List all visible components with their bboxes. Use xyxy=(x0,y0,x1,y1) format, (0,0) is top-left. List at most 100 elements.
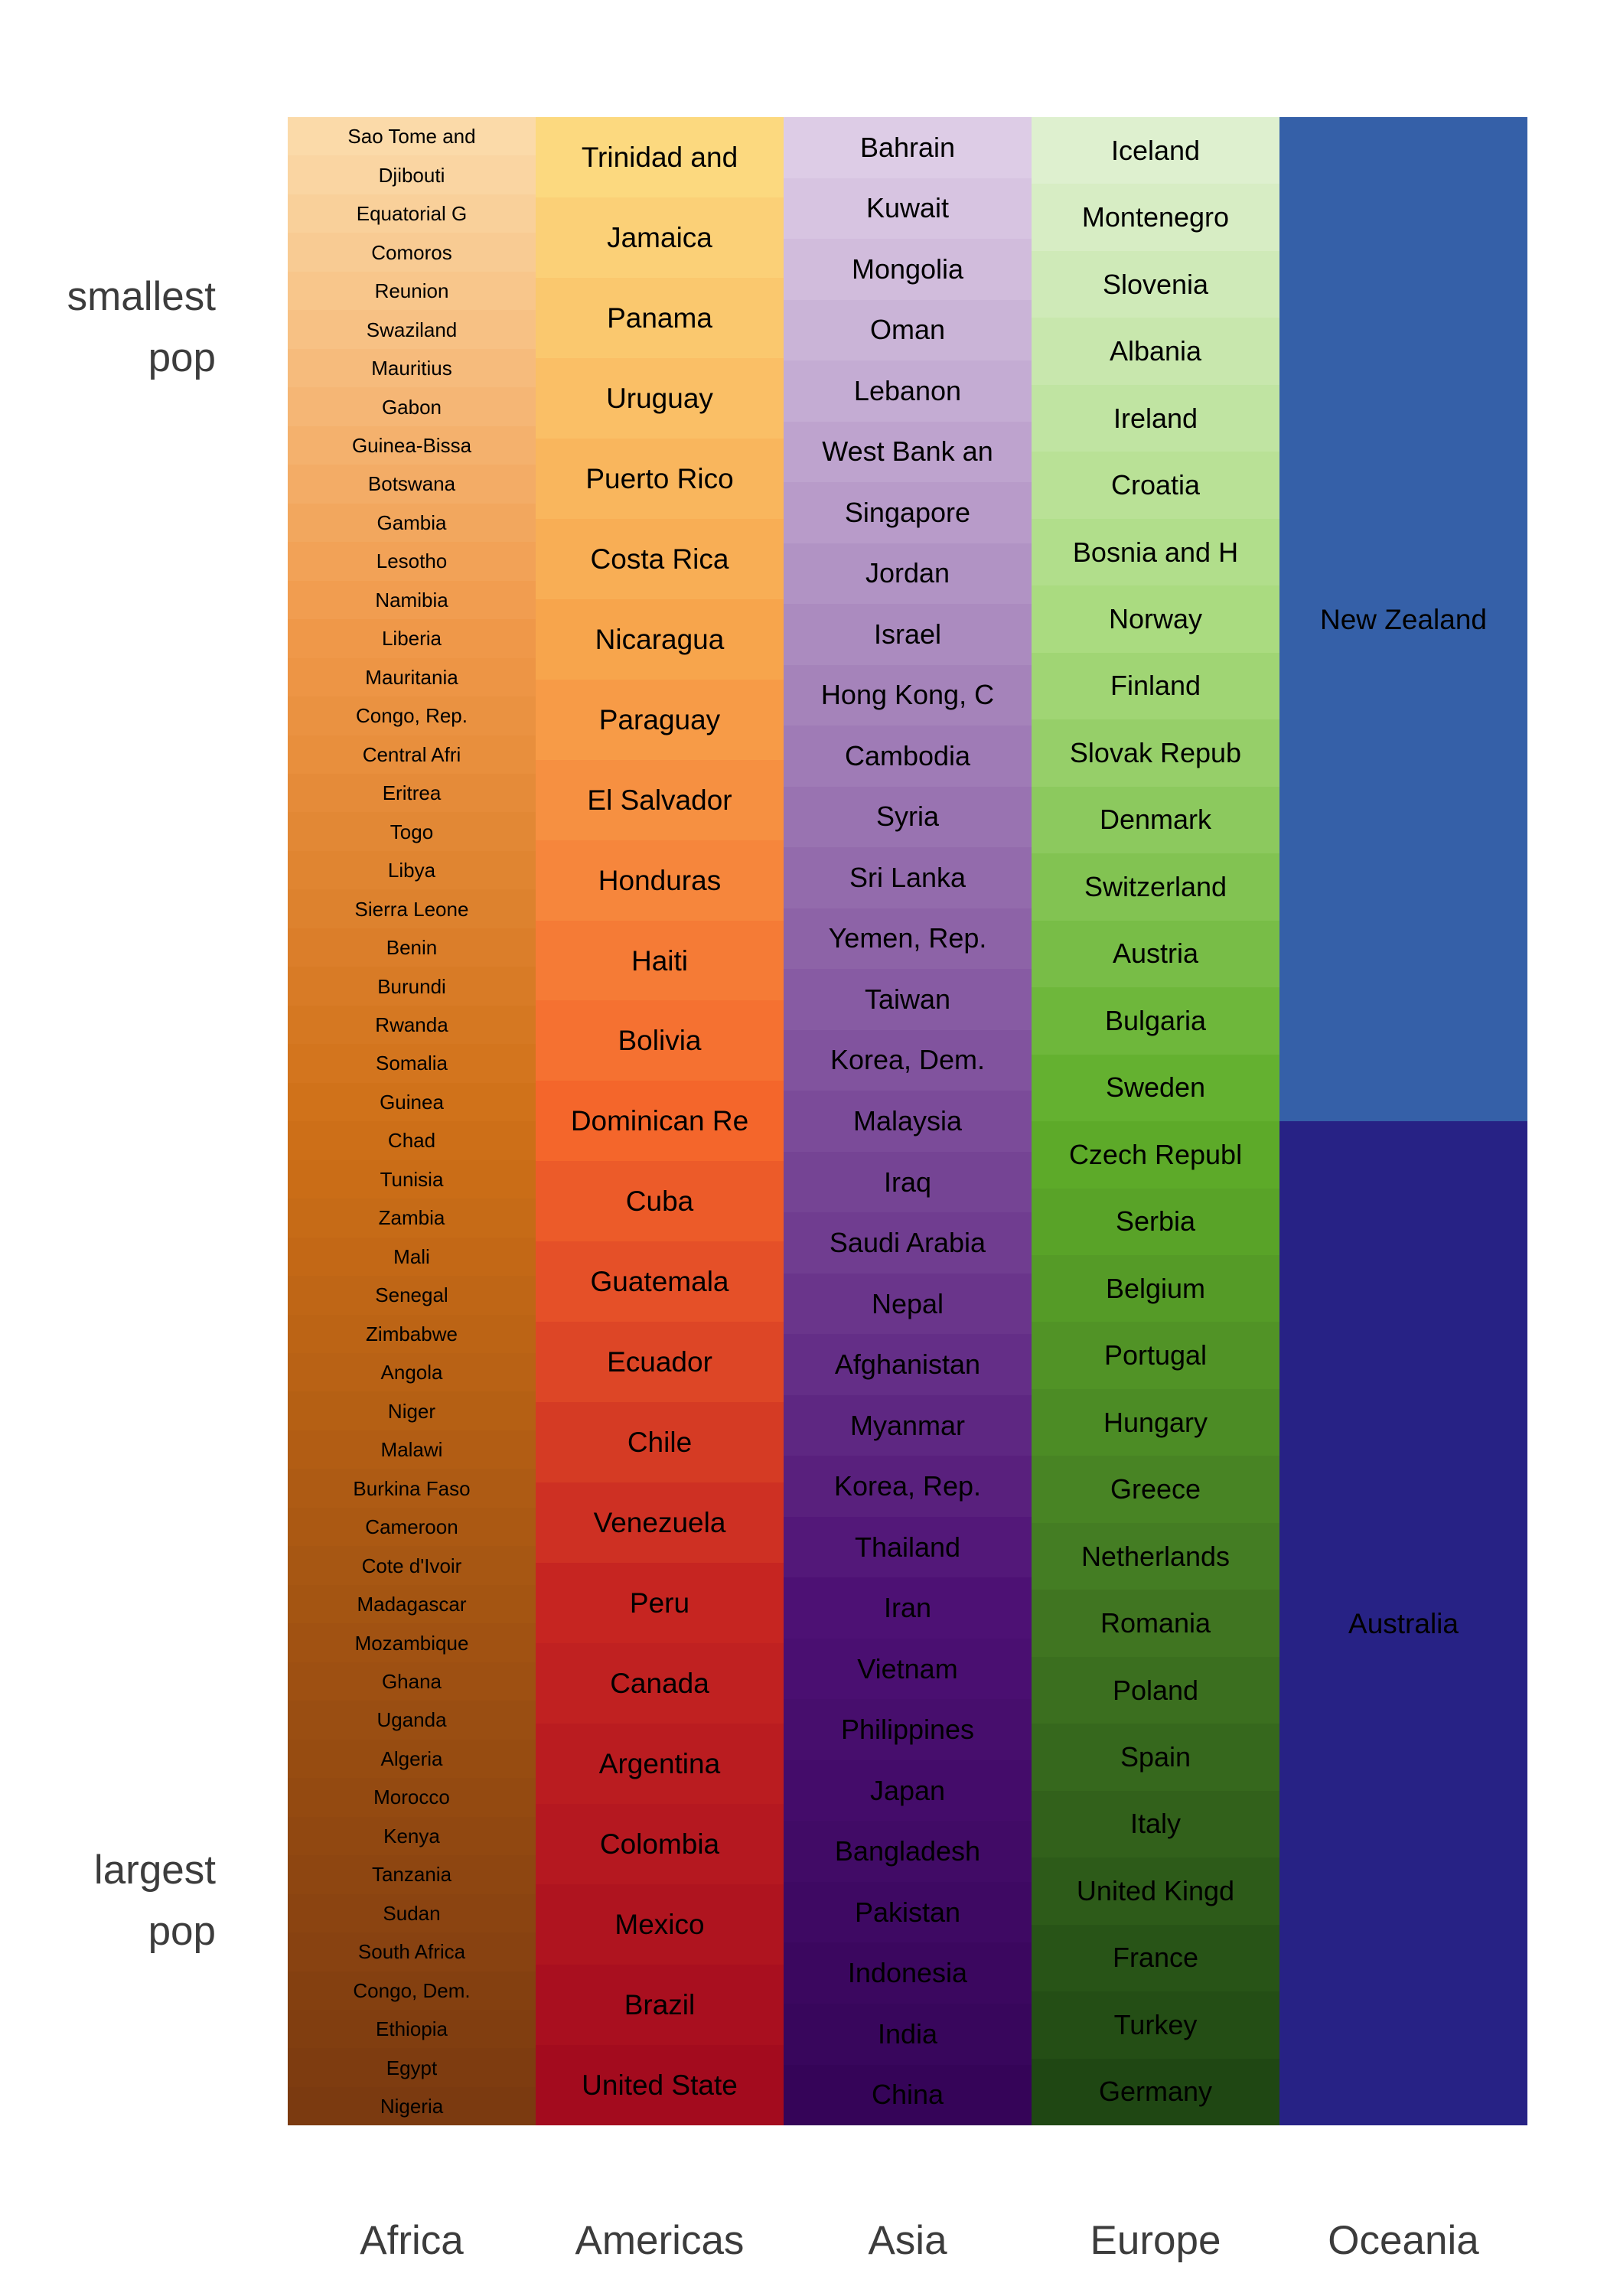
country-label: Syria xyxy=(875,801,940,833)
country-cell-greece: Greece xyxy=(1032,1456,1279,1523)
country-cell-israel: Israel xyxy=(784,604,1032,665)
country-label: Serbia xyxy=(1115,1205,1196,1238)
country-label: Brazil xyxy=(624,1988,696,2020)
country-label: Tanzania xyxy=(371,1863,452,1887)
country-cell-france: France xyxy=(1032,1924,1279,1992)
country-label: Egypt xyxy=(386,2056,438,2079)
country-label: Equatorial G xyxy=(356,202,468,226)
country-cell-liberia: Liberia xyxy=(288,619,536,658)
country-label: Mozambique xyxy=(354,1631,469,1655)
country-cell-eritrea: Eritrea xyxy=(288,773,536,813)
country-cell-taiwan: Taiwan xyxy=(784,969,1032,1030)
country-cell-iceland: Iceland xyxy=(1032,117,1279,184)
country-label: Ghana xyxy=(381,1669,442,1693)
country-cell-namibia: Namibia xyxy=(288,580,536,620)
country-label: Angola xyxy=(380,1361,443,1384)
country-label: Mauritania xyxy=(365,665,458,689)
country-cell-ireland: Ireland xyxy=(1032,384,1279,452)
country-label: Gabon xyxy=(381,395,442,419)
country-cell-mongolia: Mongolia xyxy=(784,239,1032,300)
country-cell-spain: Spain xyxy=(1032,1724,1279,1791)
country-cell-costa-rica: Costa Rica xyxy=(536,518,784,599)
country-cell-benin: Benin xyxy=(288,928,536,967)
country-cell-gambia: Gambia xyxy=(288,503,536,543)
country-label: Montenegro xyxy=(1081,201,1230,233)
country-label: Germany xyxy=(1098,2076,1213,2108)
country-label: Finland xyxy=(1110,670,1201,702)
column-asia: Bahrain Kuwait Mongolia Oman Lebanon West Ban… xyxy=(784,117,1032,2126)
country-label: Honduras xyxy=(598,864,722,896)
country-cell-australia: Australia xyxy=(1279,1121,1527,2125)
country-label: Puerto Rico xyxy=(585,462,734,494)
country-label: Singapore xyxy=(844,496,971,528)
country-cell-reunion: Reunion xyxy=(288,271,536,311)
country-cell-lebanon: Lebanon xyxy=(784,360,1032,422)
country-label: Ecuador xyxy=(607,1346,712,1378)
country-label: Slovak Repub xyxy=(1069,736,1242,768)
country-label: Iceland xyxy=(1110,134,1201,166)
country-label: Iran xyxy=(883,1592,932,1624)
country-cell-nigeria: Nigeria xyxy=(288,2086,536,2126)
country-cell-canada: Canada xyxy=(536,1643,784,1724)
country-label: Libya xyxy=(387,859,436,882)
country-cell-angola: Angola xyxy=(288,1353,536,1392)
country-label: Bosnia and H xyxy=(1072,536,1239,568)
country-label: Mauritius xyxy=(371,357,452,380)
country-label: Indonesia xyxy=(847,1957,968,1989)
country-label: Czech Republ xyxy=(1068,1138,1243,1170)
country-cell-el-salvador: El Salvador xyxy=(536,759,784,840)
country-cell-afghanistan: Afghanistan xyxy=(784,1334,1032,1395)
country-cell-indonesia: Indonesia xyxy=(784,1942,1032,2004)
country-cell-chad: Chad xyxy=(288,1121,536,1160)
country-cell-croatia: Croatia xyxy=(1032,452,1279,519)
country-label: Congo, Dem. xyxy=(353,1978,471,2002)
country-cell-bulgaria: Bulgaria xyxy=(1032,987,1279,1055)
country-cell-malawi: Malawi xyxy=(288,1430,536,1469)
country-label: Sweden xyxy=(1105,1071,1206,1104)
x-axis-label-europe: Europe xyxy=(1090,2218,1221,2263)
country-cell-mauritania: Mauritania xyxy=(288,657,536,697)
country-cell-bangladesh: Bangladesh xyxy=(784,1821,1032,1882)
country-label: Ethiopia xyxy=(376,2017,448,2041)
country-cell-sri-lanka: Sri Lanka xyxy=(784,847,1032,908)
country-label: India xyxy=(877,2017,938,2050)
country-label: Uganda xyxy=(376,1708,447,1732)
country-label: Australia xyxy=(1348,1607,1459,1639)
country-cell-sierra-leone: Sierra Leone xyxy=(288,889,536,928)
country-label: Cambodia xyxy=(844,739,971,771)
country-cell-singapore: Singapore xyxy=(784,482,1032,543)
country-label: Congo, Rep. xyxy=(356,704,468,728)
country-cell-romania: Romania xyxy=(1032,1590,1279,1657)
country-cell-malaysia: Malaysia xyxy=(784,1091,1032,1152)
country-cell-uruguay: Uruguay xyxy=(536,357,784,439)
country-cell-madagascar: Madagascar xyxy=(288,1584,536,1624)
country-cell-cambodia: Cambodia xyxy=(784,726,1032,787)
chart-area: Sao Tome and Djibouti Equatorial G Comoros R… xyxy=(288,117,1527,2126)
country-cell-lesotho: Lesotho xyxy=(288,542,536,581)
country-label: Austria xyxy=(1112,938,1199,970)
country-cell-ethiopia: Ethiopia xyxy=(288,2009,536,2049)
country-cell-niger: Niger xyxy=(288,1391,536,1430)
country-label: Guinea-Bissa xyxy=(351,433,472,457)
country-label: Zambia xyxy=(378,1206,445,1230)
country-label: Oman xyxy=(869,314,946,346)
country-cell-cote-d-ivoir: Cote d'Ivoir xyxy=(288,1546,536,1585)
country-cell-jordan: Jordan xyxy=(784,543,1032,605)
country-cell-iraq: Iraq xyxy=(784,1151,1032,1213)
country-cell-austria: Austria xyxy=(1032,920,1279,988)
country-cell-morocco: Morocco xyxy=(288,1778,536,1817)
country-label: Romania xyxy=(1100,1607,1211,1639)
country-label: Greece xyxy=(1110,1473,1201,1505)
country-cell-guatemala: Guatemala xyxy=(536,1241,784,1322)
country-cell-zimbabwe: Zimbabwe xyxy=(288,1314,536,1353)
country-cell-burundi: Burundi xyxy=(288,967,536,1006)
country-cell-uganda: Uganda xyxy=(288,1701,536,1740)
country-cell-nepal: Nepal xyxy=(784,1273,1032,1335)
country-cell-south-africa: South Africa xyxy=(288,1932,536,1971)
country-label: Sudan xyxy=(383,1901,441,1925)
x-axis-label-americas: Americas xyxy=(575,2218,745,2263)
country-label: Trinidad and xyxy=(581,141,738,173)
country-cell-belgium: Belgium xyxy=(1032,1254,1279,1322)
column-africa: Sao Tome and Djibouti Equatorial G Comoros R… xyxy=(288,117,536,2126)
